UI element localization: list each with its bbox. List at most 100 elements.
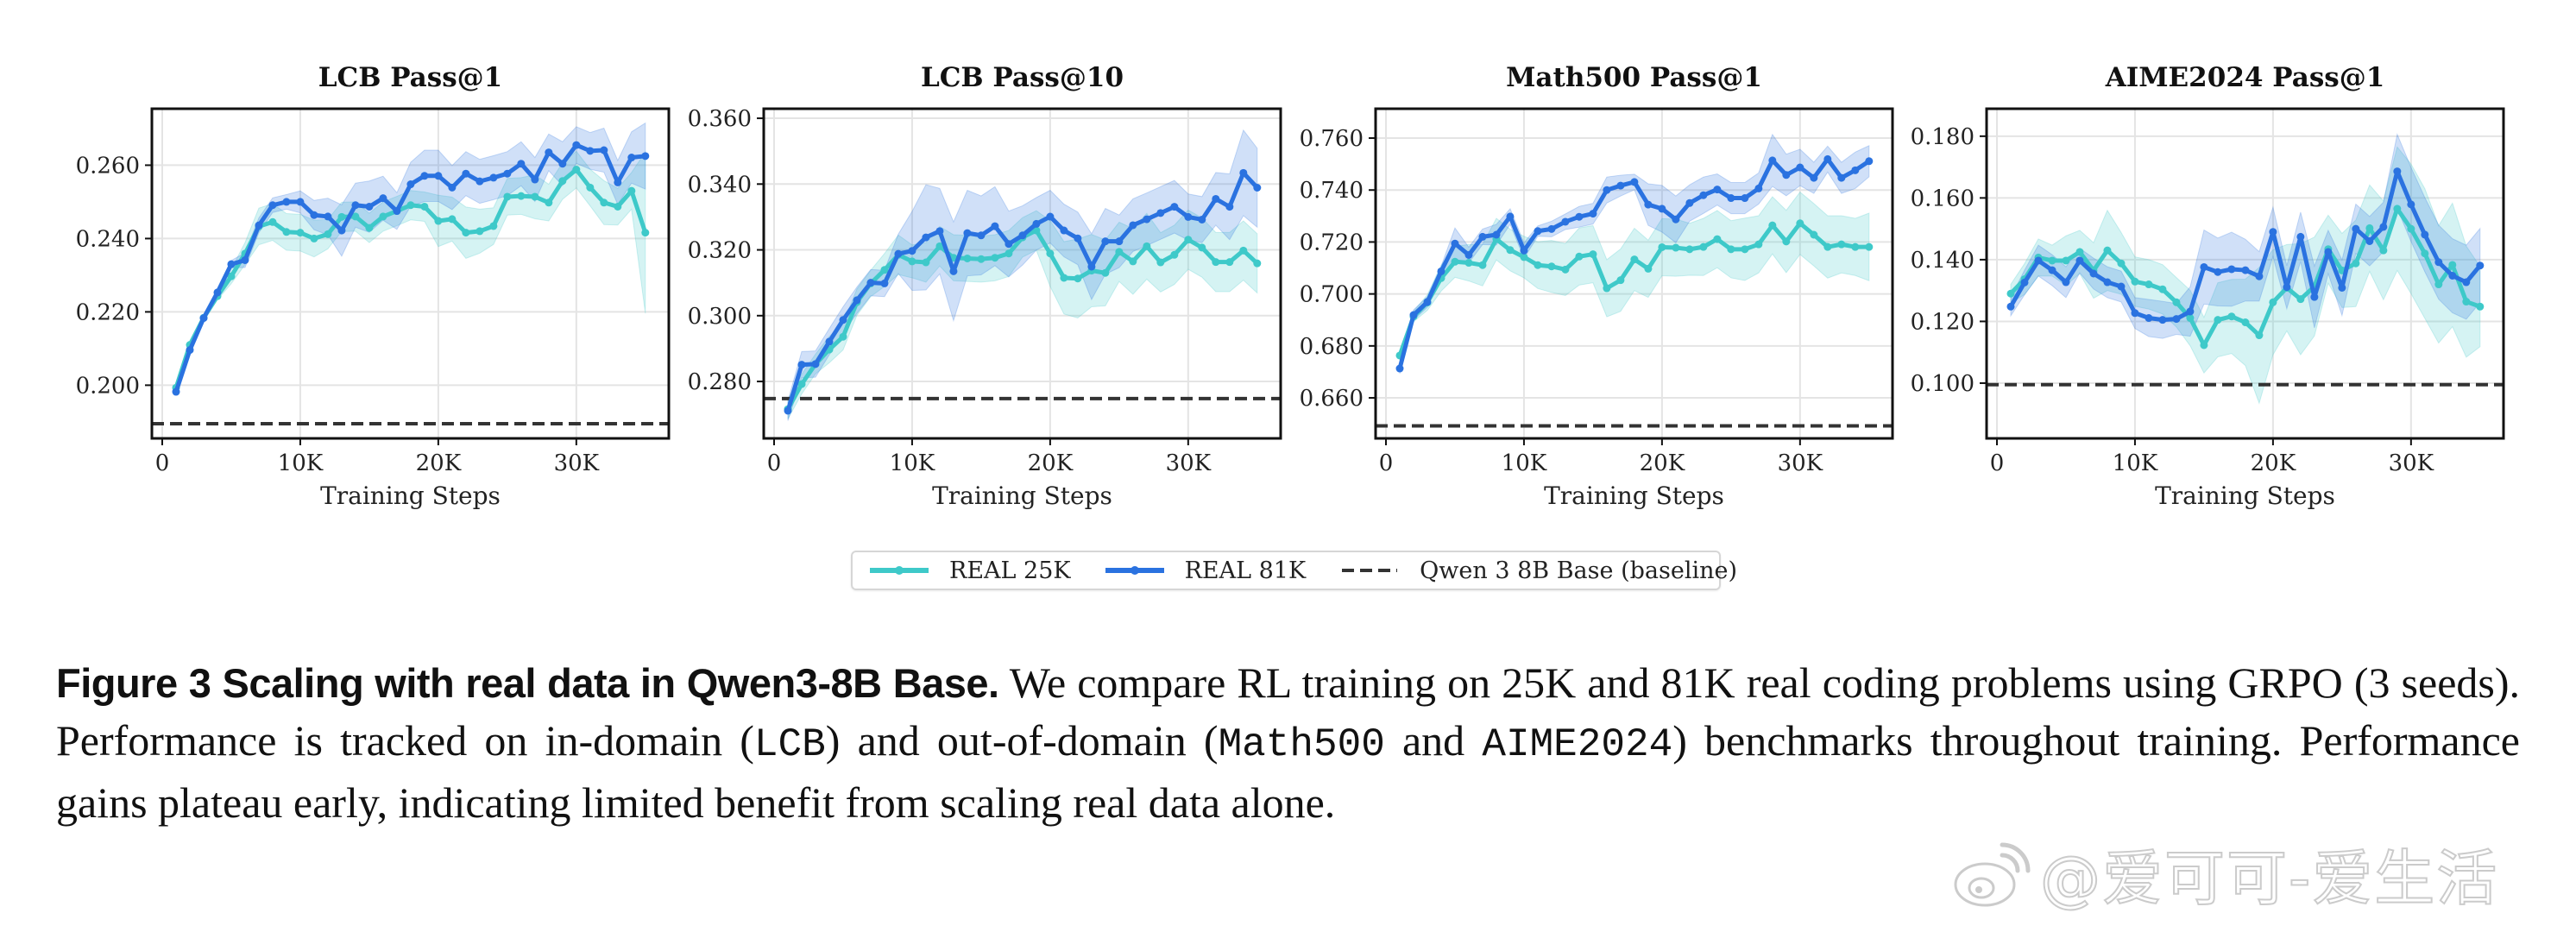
data-point-real-81k: [572, 141, 581, 149]
data-point-real-81k: [2062, 278, 2070, 287]
data-point-real-81k: [1520, 246, 1528, 255]
data-point-real-81k: [1492, 230, 1501, 239]
data-point-real-81k: [949, 267, 958, 275]
data-point-real-25k: [558, 177, 567, 186]
data-point-real-81k: [1534, 227, 1542, 236]
data-point-real-81k: [186, 346, 194, 355]
data-point-real-25k: [1837, 240, 1846, 249]
data-point-real-81k: [434, 172, 443, 180]
x-tick-label: 10K: [278, 450, 324, 476]
data-point-real-25k: [337, 212, 346, 221]
data-point-real-81k: [241, 255, 249, 264]
data-point-real-25k: [2241, 318, 2250, 327]
data-point-real-25k: [2172, 298, 2181, 306]
data-point-real-81k: [1630, 178, 1639, 186]
data-point-real-25k: [963, 254, 972, 262]
data-point-real-81k: [476, 177, 484, 186]
data-point-real-25k: [1239, 246, 1248, 255]
data-point-real-81k: [1547, 224, 1556, 233]
data-point-real-25k: [2227, 312, 2236, 321]
data-point-real-81k: [1212, 194, 1220, 203]
data-point-real-81k: [2075, 256, 2084, 265]
y-tick-label: 0.260: [76, 153, 140, 179]
data-point-real-25k: [1129, 257, 1137, 266]
data-point-real-81k: [963, 229, 972, 237]
data-point-real-25k: [1253, 259, 1262, 268]
data-point-real-81k: [825, 337, 834, 346]
data-point-real-81k: [922, 233, 930, 242]
data-point-real-81k: [2393, 167, 2402, 176]
data-point-real-25k: [1046, 249, 1055, 258]
data-point-real-81k: [1810, 173, 1818, 182]
caption-text: ) benchmarks throughout training. Perfor…: [56, 716, 2520, 827]
data-point-real-25k: [991, 254, 999, 262]
data-point-real-81k: [545, 148, 553, 157]
confidence-band-real-25k: [1399, 191, 1870, 362]
data-point-real-81k: [2283, 283, 2291, 292]
caption-code: LCB: [753, 722, 826, 767]
data-point-real-25k: [1547, 262, 1556, 271]
data-point-real-25k: [1451, 257, 1459, 266]
data-point-real-25k: [908, 257, 916, 266]
data-point-real-81k: [784, 406, 792, 415]
legend-item-real-25k: REAL 25K: [868, 557, 1071, 584]
data-point-real-81k: [2448, 272, 2457, 280]
chart-panel-2: Math500 Pass@1 0 10K 20K 30K 0.660 0.680 0.700 0…: [1300, 62, 1894, 510]
data-point-real-81k: [2103, 278, 2112, 287]
chart-title: Math500 Pass@1: [1506, 62, 1762, 93]
data-point-real-25k: [1796, 219, 1804, 228]
caption-text: We compare RL training on 25K and 81K re…: [56, 658, 2520, 765]
data-point-real-25k: [2214, 316, 2222, 324]
data-point-real-25k: [379, 212, 387, 221]
data-point-real-81k: [1478, 232, 1487, 241]
data-point-real-25k: [296, 229, 305, 237]
data-point-real-25k: [365, 224, 374, 232]
data-point-real-25k: [1658, 242, 1666, 251]
data-point-real-25k: [2255, 331, 2264, 340]
data-point-real-81k: [2365, 236, 2374, 245]
confidence-band-real-81k: [2010, 132, 2481, 339]
data-point-real-25k: [2158, 285, 2167, 293]
data-point-real-81k: [489, 173, 498, 182]
data-point-real-81k: [935, 227, 944, 236]
chart-title: AIME2024 Pass@1: [2105, 62, 2385, 93]
data-point-real-81k: [379, 194, 387, 203]
data-point-real-81k: [199, 314, 208, 323]
data-point-real-25k: [489, 222, 498, 230]
data-point-real-25k: [880, 266, 889, 274]
data-point-real-25k: [1685, 245, 1694, 254]
data-point-real-81k: [531, 175, 539, 184]
weibo-icon: [1954, 842, 2031, 906]
data-point-real-81k: [2089, 269, 2098, 278]
data-point-real-25k: [268, 217, 277, 226]
data-point-real-81k: [2117, 282, 2126, 291]
data-point-real-25k: [517, 192, 526, 200]
data-point-real-81k: [1823, 154, 1832, 163]
x-tick-label: 20K: [2251, 450, 2296, 476]
data-point-real-25k: [351, 212, 360, 221]
data-point-real-81k: [1032, 219, 1041, 228]
confidence-band-real-25k: [2010, 146, 2481, 405]
data-point-real-25k: [1005, 249, 1013, 258]
data-point-real-25k: [1225, 258, 1234, 267]
data-point-real-81k: [1074, 234, 1082, 242]
chart-panel-0: LCB Pass@1 0 10K 20K 30K 0.200 0.220 0.240 0.260…: [76, 62, 671, 510]
plot-area: [1987, 132, 2504, 405]
y-tick-label: 0.220: [76, 299, 140, 325]
data-point-real-25k: [1672, 243, 1680, 252]
data-point-real-25k: [2006, 289, 2015, 298]
data-point-real-81k: [1741, 194, 1749, 203]
data-point-real-81k: [1005, 240, 1013, 249]
data-point-real-25k: [420, 202, 429, 211]
axes-frame: [762, 107, 1282, 440]
data-point-real-25k: [1865, 242, 1874, 251]
data-point-real-25k: [1212, 258, 1220, 267]
data-point-real-25k: [1506, 246, 1515, 255]
data-point-real-81k: [2296, 232, 2305, 241]
data-point-real-25k: [572, 166, 581, 174]
data-point-real-25k: [2462, 298, 2471, 306]
data-point-real-25k: [448, 215, 457, 224]
data-point-real-81k: [2352, 224, 2360, 233]
data-point-real-81k: [1644, 200, 1653, 209]
chart-title: LCB Pass@1: [318, 62, 503, 93]
